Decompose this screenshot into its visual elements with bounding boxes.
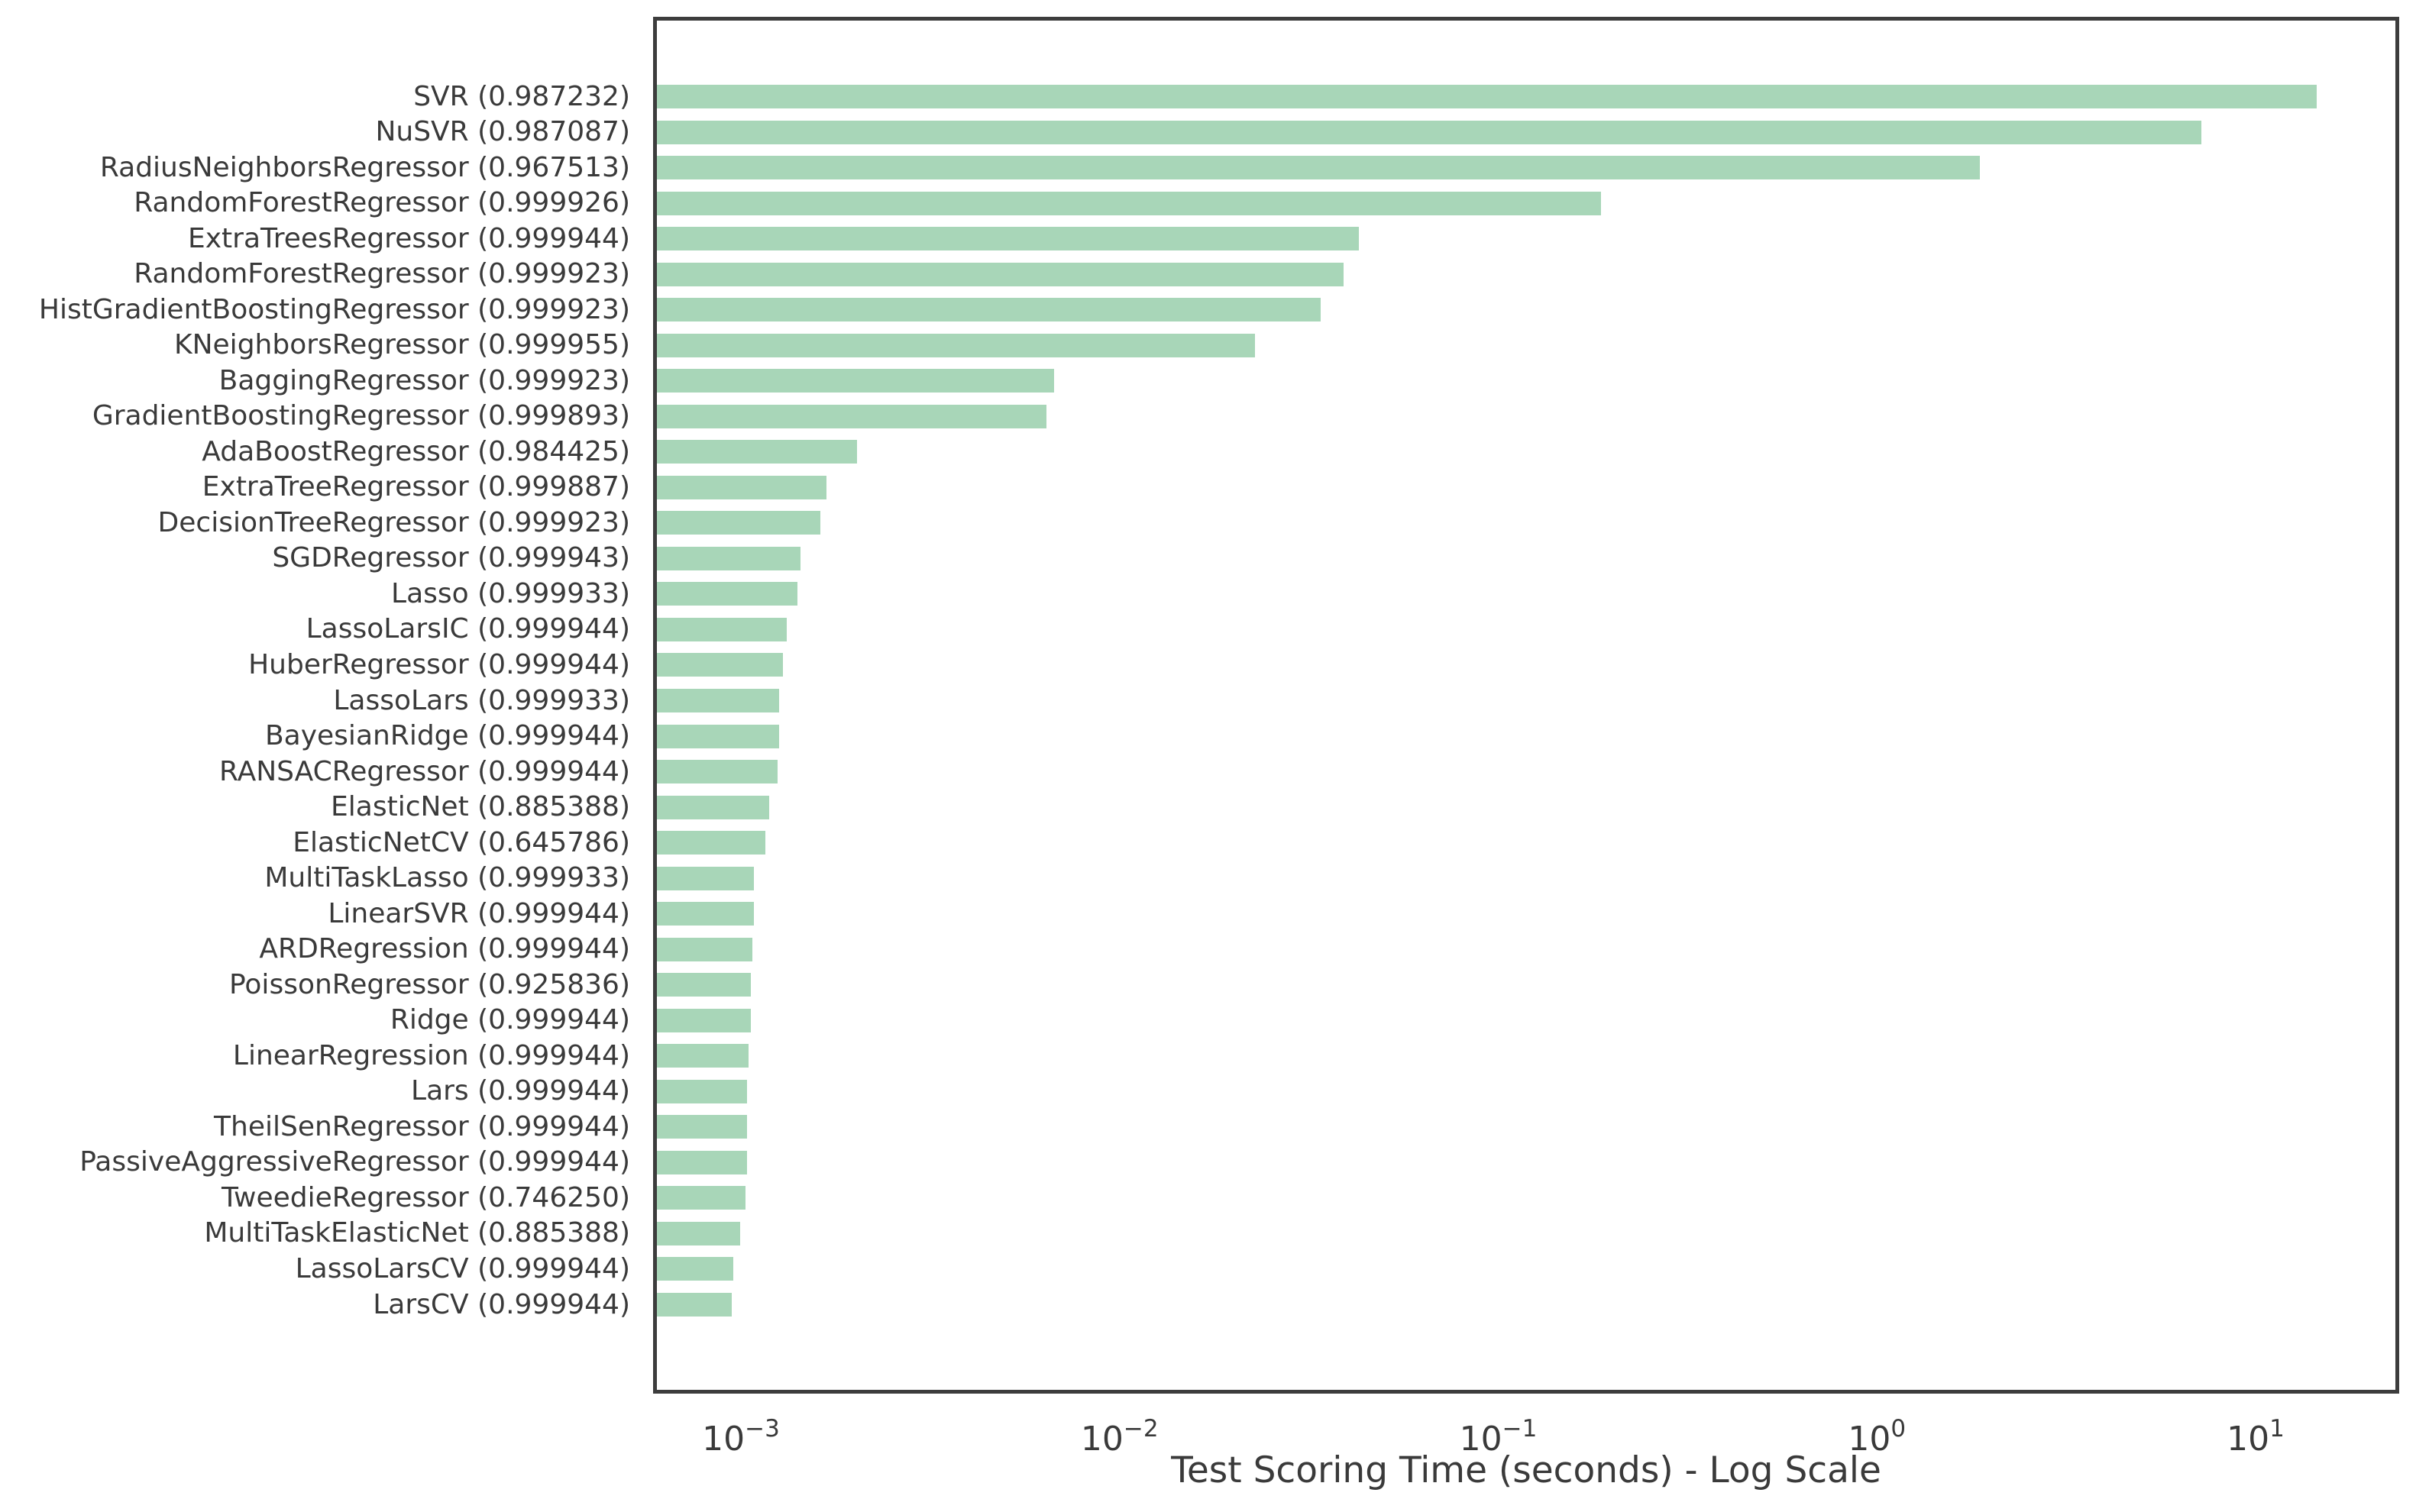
bar: [657, 1008, 751, 1032]
bar: [657, 1150, 748, 1174]
bar: [657, 511, 820, 535]
bar: [657, 724, 779, 748]
bar: [657, 1079, 748, 1103]
y-tick-label: LassoLarsCV (0.999944): [295, 1252, 630, 1284]
y-tick-label: PassiveAggressiveRegressor (0.999944): [79, 1146, 630, 1178]
y-tick-label: SVR (0.987232): [413, 80, 630, 112]
bar: [657, 369, 1054, 393]
y-tick-label: BayesianRidge (0.999944): [264, 720, 630, 752]
y-tick-label: GradientBoostingRegressor (0.999893): [92, 400, 630, 432]
y-tick-label: BaggingRegressor (0.999923): [218, 364, 630, 396]
bar: [657, 795, 770, 819]
y-tick-label: MultiTaskElasticNet (0.885388): [204, 1217, 630, 1249]
plot-area: [653, 17, 2399, 1394]
bar: [657, 156, 1980, 180]
bar: [657, 1221, 740, 1245]
bar: [657, 1186, 746, 1210]
bar: [657, 191, 1602, 215]
y-tick-label: PoissonRegressor (0.925836): [228, 968, 630, 1000]
bar: [657, 85, 2317, 108]
y-tick-label: TweedieRegressor (0.746250): [222, 1181, 630, 1213]
x-tick-label: 10−1: [1459, 1415, 1538, 1459]
y-tick-label: RandomForestRegressor (0.999926): [134, 187, 630, 219]
y-tick-label: HistGradientBoostingRegressor (0.999923): [38, 293, 630, 325]
y-tick-label: HuberRegressor (0.999944): [248, 648, 630, 680]
x-tick-label: 101: [2227, 1415, 2285, 1459]
y-tick-label: MultiTaskLasso (0.999933): [264, 862, 630, 894]
y-tick-label: RadiusNeighborsRegressor (0.967513): [99, 151, 630, 183]
x-tick-label: 10−2: [1080, 1415, 1159, 1459]
bar: [657, 333, 1256, 357]
bar: [657, 689, 779, 712]
y-tick-label: Lasso (0.999933): [391, 577, 630, 609]
bar: [657, 582, 797, 606]
bar: [657, 1257, 734, 1281]
y-tick-label: ARDRegression (0.999944): [259, 933, 630, 965]
y-tick-label: ExtraTreesRegressor (0.999944): [188, 222, 630, 254]
y-tick-label: LinearSVR (0.999944): [328, 897, 630, 929]
y-tick-label: DecisionTreeRegressor (0.999923): [157, 506, 630, 538]
bar: [657, 1115, 748, 1139]
y-tick-label: ElasticNet (0.885388): [331, 791, 630, 823]
y-tick-label: ElasticNetCV (0.645786): [293, 826, 630, 858]
bar: [657, 440, 858, 464]
y-tick-label: AdaBoostRegressor (0.984425): [202, 435, 630, 467]
bar: [657, 120, 2202, 144]
bar: [657, 262, 1344, 286]
y-tick-label: SGDRegressor (0.999943): [272, 542, 630, 574]
x-axis-title: Test Scoring Time (seconds) - Log Scale: [1171, 1449, 1881, 1491]
y-tick-label: LinearRegression (0.999944): [232, 1039, 630, 1071]
bar: [657, 866, 754, 890]
y-tick-label: ExtraTreeRegressor (0.999887): [202, 471, 630, 503]
bar: [657, 546, 801, 570]
bar: [657, 973, 751, 997]
y-tick-label: LarsCV (0.999944): [373, 1288, 630, 1320]
x-tick-label: 10−3: [702, 1415, 780, 1459]
bar: [657, 1293, 733, 1317]
x-tick-label: 100: [1848, 1415, 1907, 1459]
bar: [657, 831, 765, 855]
bar: [657, 902, 754, 926]
bar: [657, 475, 826, 499]
y-tick-label: LassoLarsIC (0.999944): [306, 613, 630, 645]
bar: [657, 227, 1359, 251]
bar: [657, 653, 783, 677]
y-tick-label: Ridge (0.999944): [390, 1004, 630, 1036]
bar: [657, 1044, 749, 1068]
y-tick-label: RandomForestRegressor (0.999923): [134, 258, 630, 290]
y-tick-label: Lars (0.999944): [411, 1075, 630, 1107]
bar: [657, 760, 778, 784]
bar: [657, 404, 1046, 428]
y-tick-label: NuSVR (0.987087): [375, 116, 630, 148]
bar: [657, 937, 752, 961]
y-tick-label: RANSACRegressor (0.999944): [219, 755, 630, 787]
y-tick-label: KNeighborsRegressor (0.999955): [174, 329, 630, 361]
bar: [657, 298, 1321, 322]
y-tick-label: LassoLars (0.999933): [333, 684, 630, 716]
y-tick-label: TheilSenRegressor (0.999944): [214, 1110, 630, 1142]
bar: [657, 617, 787, 641]
